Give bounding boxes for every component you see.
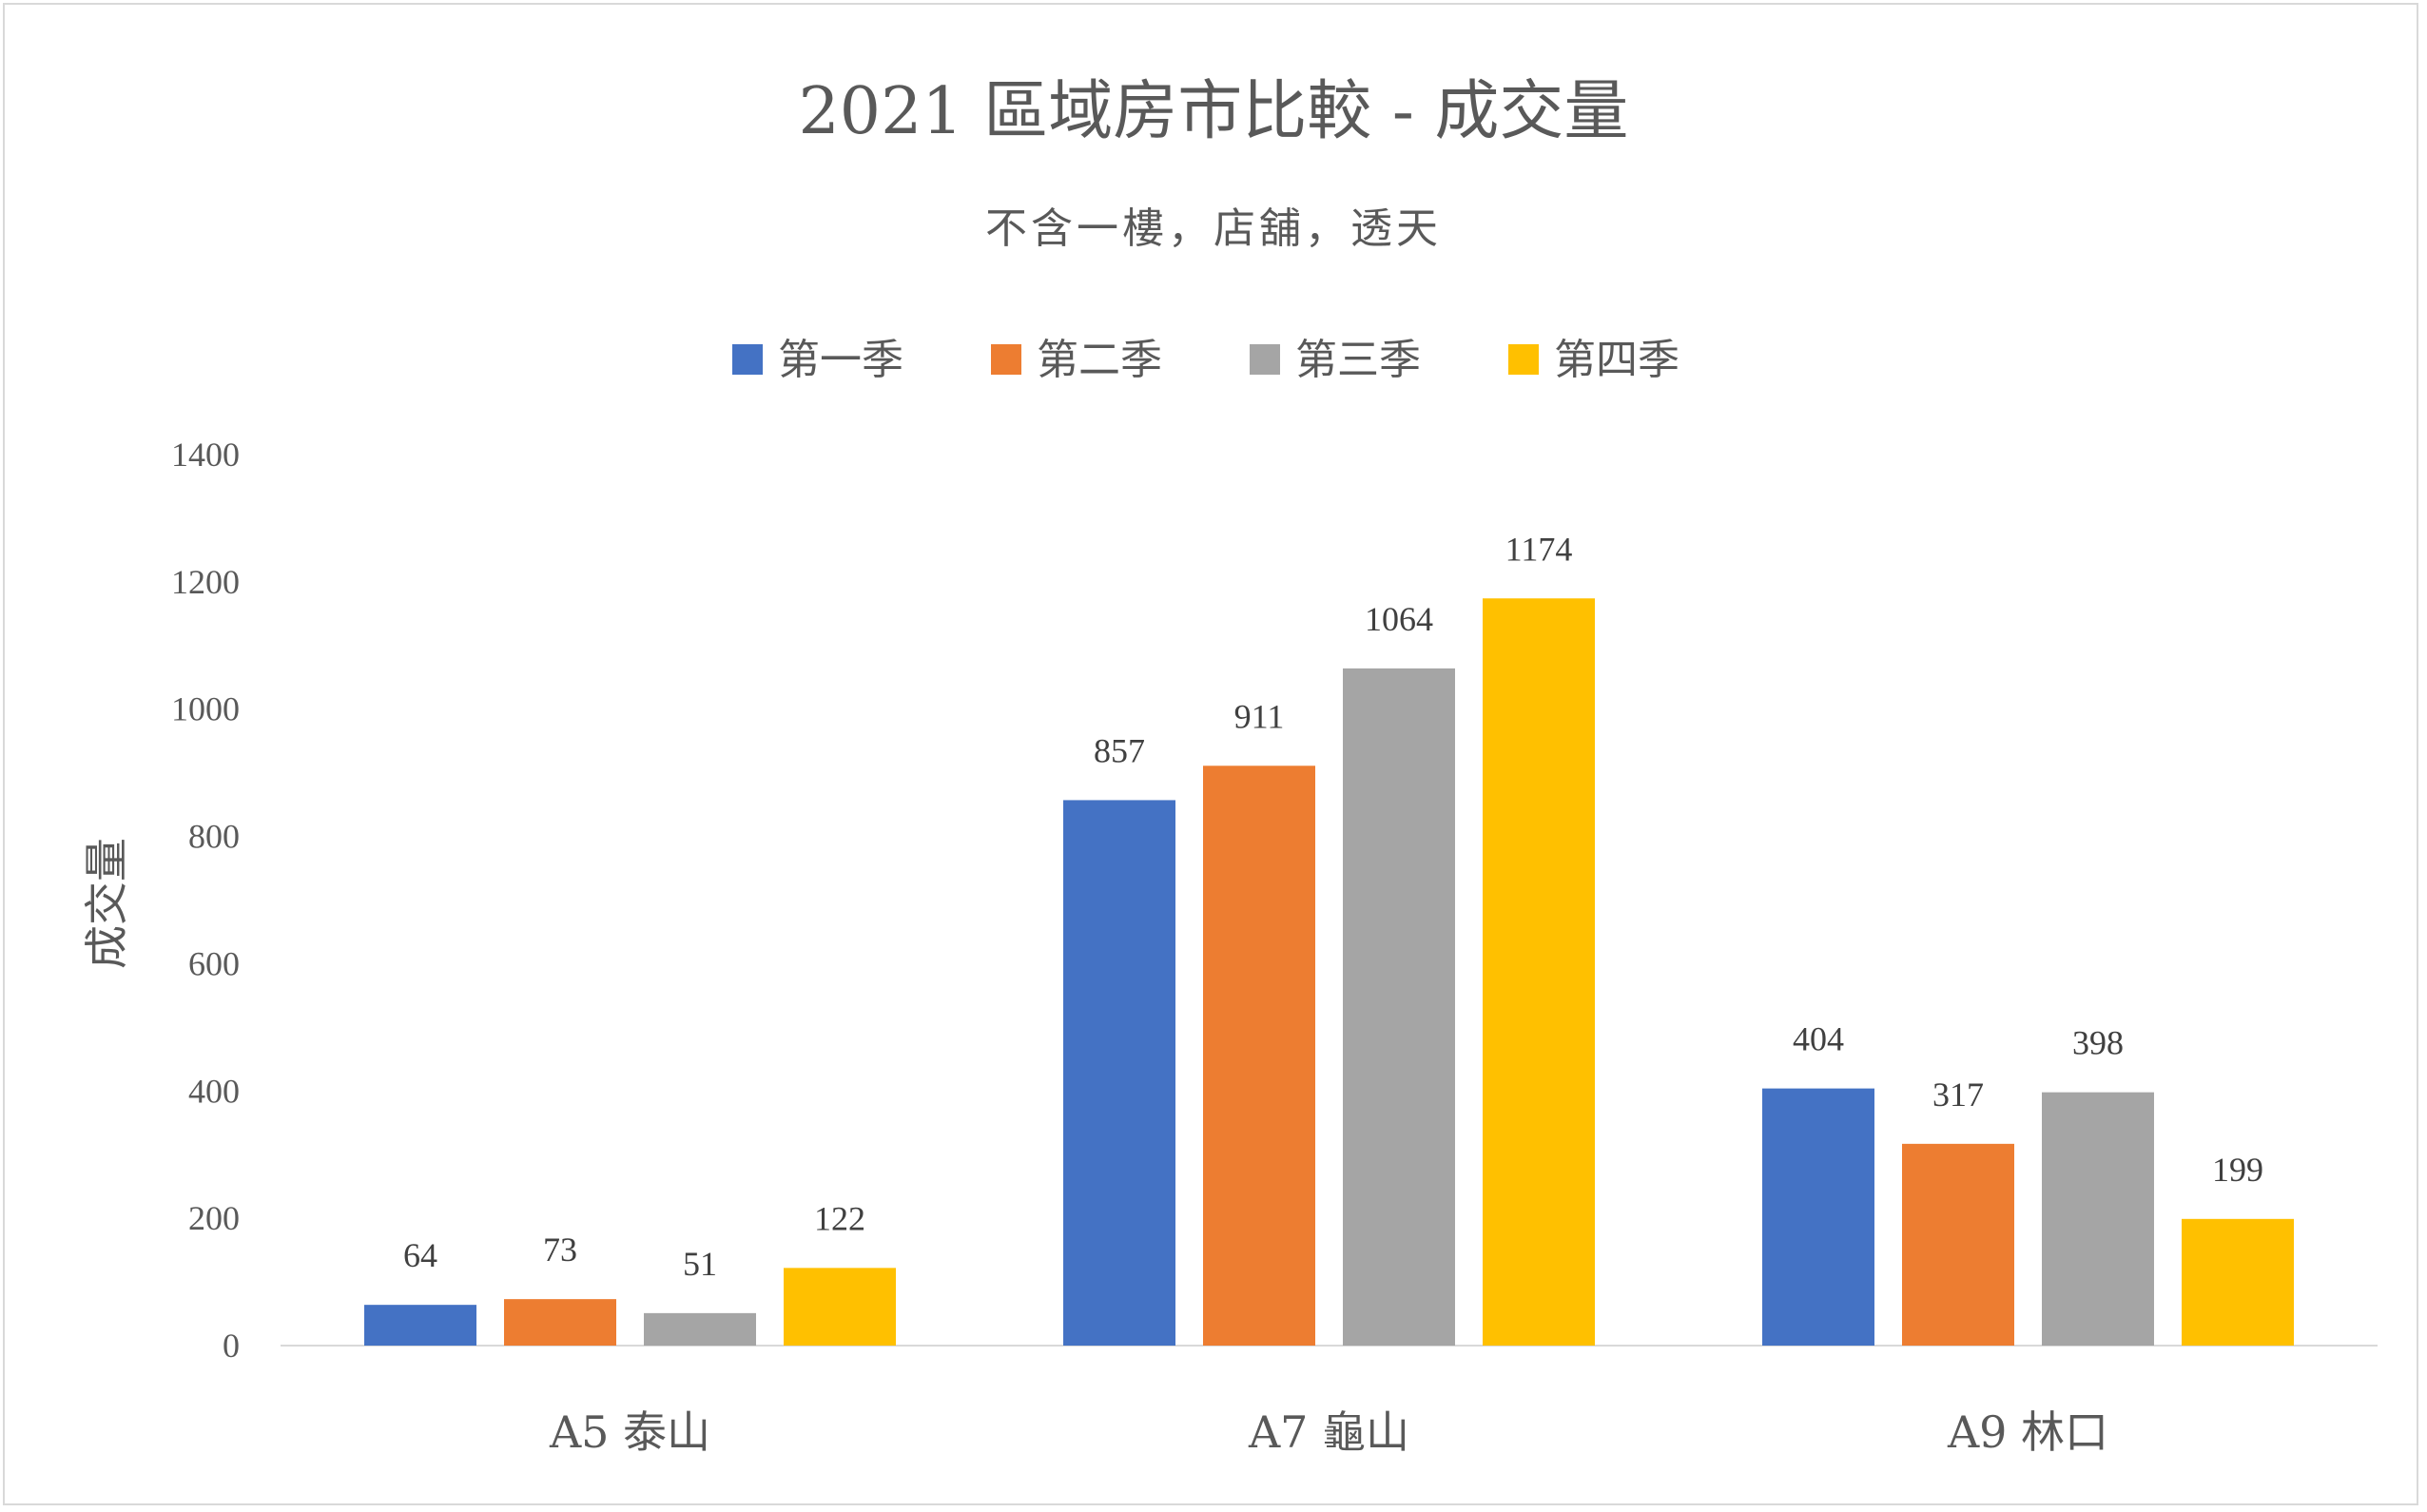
y-tick-label: 1000 — [171, 690, 240, 728]
chart-subtitle: 不含一樓，店舖，透天 — [985, 204, 1442, 253]
y-tick-label: 400 — [188, 1072, 240, 1110]
bars — [364, 598, 2294, 1346]
bar — [504, 1299, 616, 1346]
legend-label: 第三季 — [1295, 336, 1421, 384]
bar — [1902, 1143, 2014, 1346]
bar — [364, 1305, 476, 1346]
y-tick-label: 0 — [223, 1327, 240, 1365]
legend-swatch — [991, 344, 1021, 375]
data-label: 122 — [814, 1199, 865, 1237]
bar — [1203, 766, 1315, 1346]
legend-label: 第二季 — [1037, 336, 1162, 384]
legend-label: 第四季 — [1554, 336, 1679, 384]
legend-swatch — [732, 344, 763, 375]
data-label: 51 — [683, 1245, 717, 1283]
y-axis-label: 成交量 — [81, 838, 132, 969]
data-label: 911 — [1234, 697, 1285, 735]
x-category-label: A7 龜山 — [1248, 1406, 1409, 1458]
legend-swatch — [1508, 344, 1539, 375]
data-labels: 64 73 51 122 857 911 1064 1174 404 317 398 199 — [403, 530, 2263, 1283]
data-label: 199 — [2212, 1151, 2263, 1189]
y-tick-label: 200 — [188, 1199, 240, 1237]
x-axis-categories: A5 泰山 A7 龜山 A9 林口 — [549, 1406, 2108, 1458]
bar — [2182, 1218, 2294, 1346]
legend-swatch — [1250, 344, 1280, 375]
y-axis: 0 200 400 600 800 1000 1200 1400 — [171, 436, 240, 1365]
bar — [1762, 1088, 1874, 1346]
x-category-label: A5 泰山 — [549, 1406, 710, 1458]
bar — [1483, 598, 1595, 1346]
bar — [644, 1312, 756, 1346]
bar — [1063, 800, 1175, 1346]
y-tick-label: 600 — [188, 944, 240, 982]
chart-title: 2021 區域房市比較 - 成交量 — [799, 74, 1629, 149]
legend-label: 第一季 — [778, 336, 903, 384]
data-label: 64 — [403, 1236, 437, 1274]
bar — [1343, 668, 1455, 1346]
data-label: 857 — [1094, 731, 1145, 769]
data-label: 1064 — [1365, 600, 1433, 638]
y-tick-label: 800 — [188, 818, 240, 856]
y-tick-label: 1400 — [171, 436, 240, 474]
data-label: 73 — [543, 1231, 577, 1269]
data-label: 398 — [2072, 1024, 2124, 1062]
bar — [2042, 1092, 2154, 1346]
data-label: 317 — [1932, 1076, 1984, 1114]
bar — [784, 1268, 896, 1346]
y-tick-label: 1200 — [171, 563, 240, 601]
x-category-label: A9 林口 — [1947, 1406, 2108, 1458]
data-label: 1174 — [1505, 530, 1573, 568]
legend: 第一季 第二季 第三季 第四季 — [732, 336, 1679, 384]
data-label: 404 — [1793, 1020, 1844, 1058]
